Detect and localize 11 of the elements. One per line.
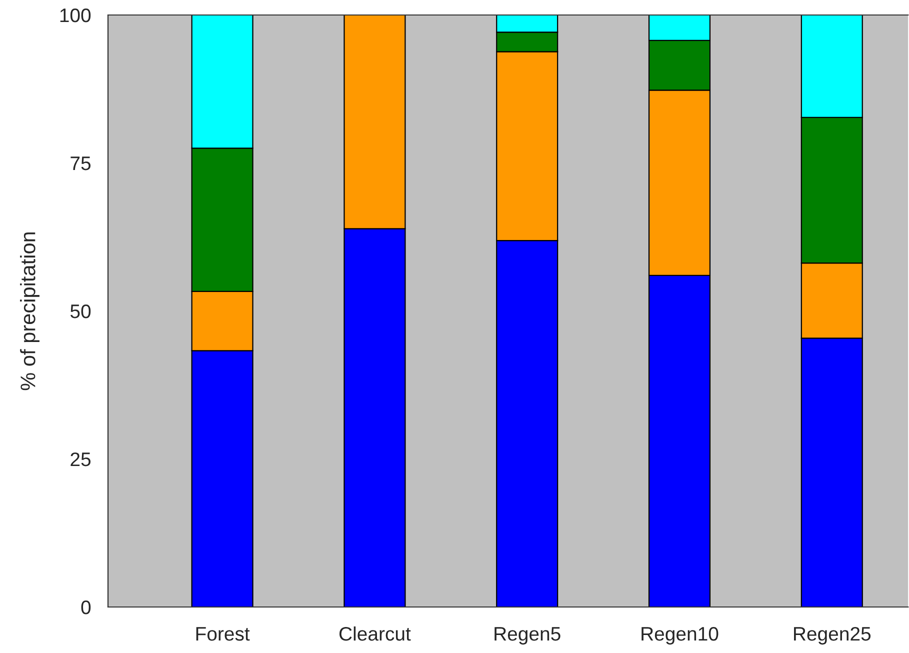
x-tick-label: Regen5	[494, 627, 560, 645]
x-tick-label: Regen10	[642, 626, 718, 645]
y-tick-label: 25	[70, 452, 91, 466]
y-tick-label: 50	[70, 304, 91, 318]
y-tick-label: 0	[81, 600, 91, 614]
y-tick-label: 75	[70, 156, 91, 170]
y-tick-label: 100	[60, 8, 91, 22]
x-tick-label: Clearcut	[339, 626, 411, 641]
x-tick-label: Regen25	[794, 626, 871, 645]
x-tick-label: Forest	[196, 627, 250, 641]
y-axis-title: % of precipitation	[20, 232, 40, 390]
